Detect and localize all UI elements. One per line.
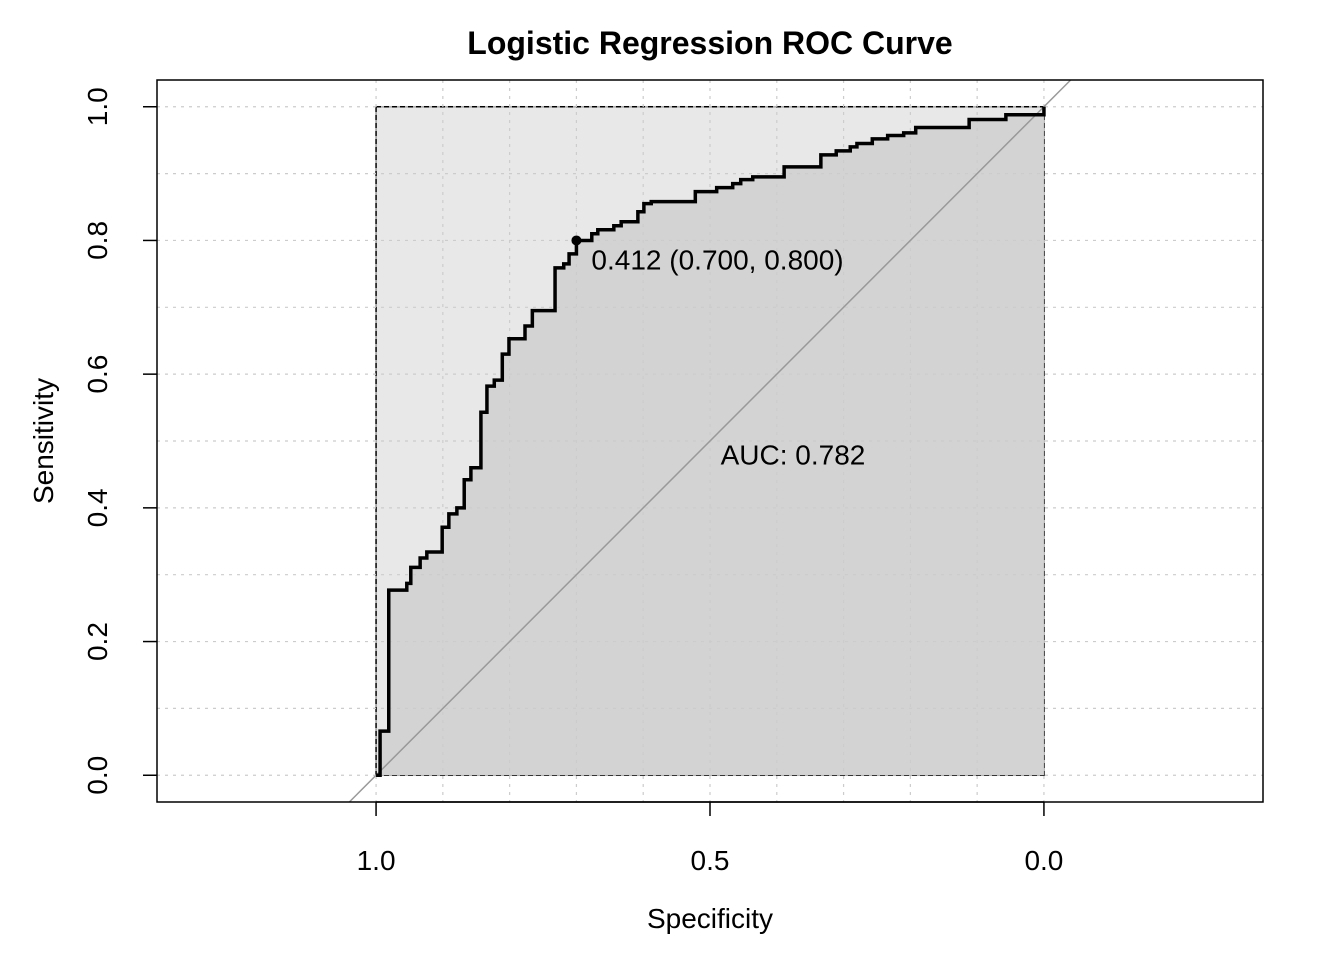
x-tick-label: 0.5 [691, 845, 730, 876]
roc-curve [376, 106, 1046, 778]
y-tick-label: 0.6 [82, 355, 113, 394]
reference-diagonal [348, 79, 1072, 803]
y-tick-label: 0.4 [82, 488, 113, 527]
y-tick-label: 0.0 [82, 756, 113, 795]
threshold-point [571, 235, 582, 246]
y-tick-label: 0.8 [82, 221, 113, 260]
y-tick-label: 1.0 [82, 87, 113, 126]
x-tick-label: 0.0 [1024, 845, 1063, 876]
chart-title: Logistic Regression ROC Curve [467, 25, 952, 61]
y-tick-label: 0.2 [82, 622, 113, 661]
y-axis-label: Sensitivity [28, 378, 59, 504]
auc-label: AUC: 0.782 [721, 439, 866, 470]
x-tick-label: 1.0 [357, 845, 396, 876]
x-axis-label: Specificity [647, 903, 773, 934]
threshold-label: 0.412 (0.700, 0.800) [591, 244, 843, 275]
